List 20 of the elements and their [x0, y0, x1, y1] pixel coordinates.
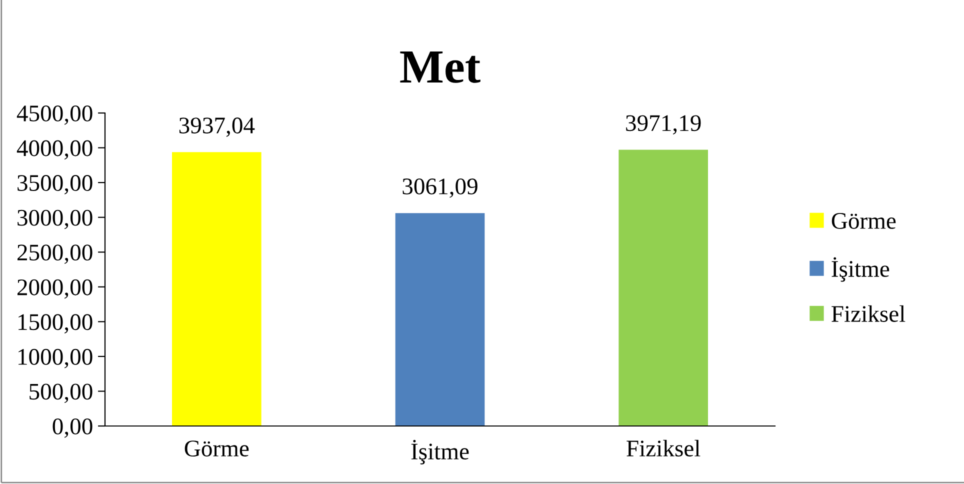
y-tick-label: 3000,00: [18, 210, 92, 230]
x-tick-label: Görme: [184, 440, 249, 457]
data-label: 3937,04: [179, 118, 255, 137]
legend-label: İşitme: [832, 257, 890, 282]
x-tick-label: Fiziksel: [626, 440, 700, 457]
y-tick-label: 2000,00: [17, 279, 92, 299]
legend-label: Fiziksel: [832, 305, 906, 322]
y-tick-label: 4500,00: [16, 105, 92, 125]
y-tick-label: 4000,00: [16, 140, 92, 160]
y-tick-label: 3500,00: [18, 175, 92, 194]
x-tick-label: İşitme: [411, 440, 469, 464]
y-tick-label: 500,00: [30, 384, 92, 404]
legend-label: Görme: [832, 213, 896, 229]
data-label: 3061,09: [402, 178, 478, 198]
y-tick-label: 1500,00: [18, 314, 92, 334]
y-tick-label: 0,00: [52, 418, 92, 438]
y-tick-label: 2500,00: [17, 244, 92, 264]
data-label: 3971,19: [626, 115, 701, 134]
chart-title: Met: [400, 52, 480, 83]
y-tick-label: 1000,00: [18, 348, 92, 368]
